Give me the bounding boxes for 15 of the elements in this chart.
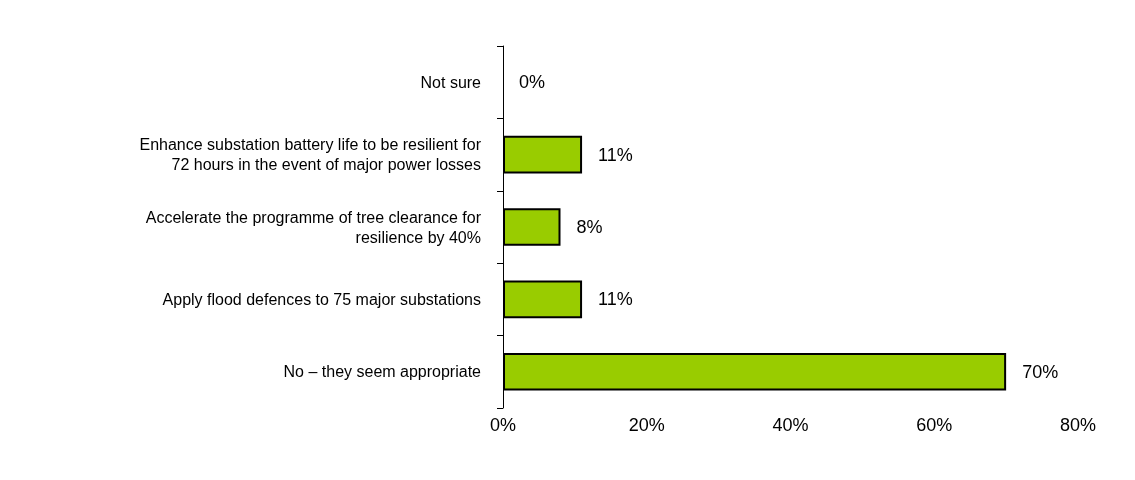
data-label: 70% [1022,361,1059,382]
data-label: 11% [598,289,633,310]
y-tick-label: Enhance substation battery life to be resilient for 72 hours in the event of major power losses [139,136,482,174]
data-label: 11% [598,144,633,165]
y-tick-label: Apply flood defences to 75 major substations [162,290,481,308]
y-tick-label: Accelerate the programme of tree clearance for resilience by 40% [145,208,482,246]
x-tick-label: 20% [628,415,665,435]
x-tick-label: 0% [489,415,517,435]
data-label: 8% [576,217,603,237]
data-label: 0% [519,72,546,93]
y-tick-label: No – they seem appropriate [283,363,482,381]
x-tick-label: 80% [1059,415,1097,435]
x-tick-label: 40% [772,415,809,435]
x-tick-label: 60% [916,415,953,435]
y-tick-label: Not sure [420,73,482,91]
